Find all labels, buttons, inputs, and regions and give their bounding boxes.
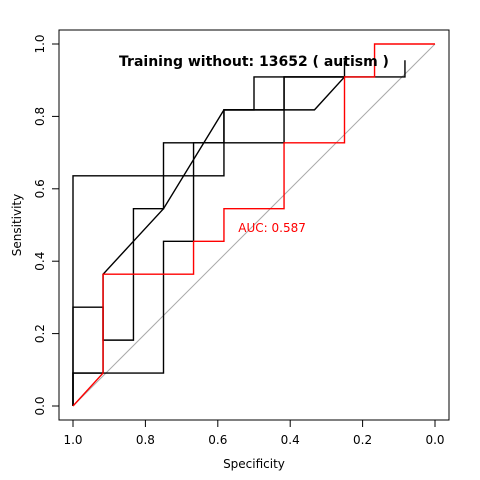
y-tick-label: 0.4 xyxy=(33,252,47,271)
x-tick-label: 0.6 xyxy=(208,433,227,447)
x-tick-label: 0.2 xyxy=(353,433,372,447)
y-axis-label: Sensitivity xyxy=(10,194,24,256)
y-tick-label: 1.0 xyxy=(33,34,47,53)
roc-curve-main xyxy=(72,43,435,407)
y-axis: 0.0 0.2 0.4 0.6 0.8 1.0 xyxy=(33,34,60,416)
roc-curve-5 xyxy=(72,76,345,406)
y-tick-label: 0.2 xyxy=(33,324,47,343)
x-tick-label: 0.0 xyxy=(425,433,444,447)
x-tick-label: 1.0 xyxy=(63,433,82,447)
x-axis: 1.0 0.8 0.6 0.4 0.2 0.0 xyxy=(63,419,445,447)
x-axis-label: Specificity xyxy=(223,457,285,471)
x-tick-label: 0.4 xyxy=(281,433,300,447)
x-tick-label: 0.8 xyxy=(136,433,155,447)
chart-title: Training without: 13652 ( autism ) xyxy=(119,54,389,70)
y-tick-label: 0.6 xyxy=(33,179,47,198)
y-tick-label: 0.0 xyxy=(33,396,47,415)
reference-diagonal xyxy=(72,43,436,407)
auc-annotation: AUC: 0.587 xyxy=(238,221,306,235)
reference-layer xyxy=(72,43,436,407)
y-tick-label: 0.8 xyxy=(33,107,47,126)
series-layer xyxy=(72,43,435,407)
